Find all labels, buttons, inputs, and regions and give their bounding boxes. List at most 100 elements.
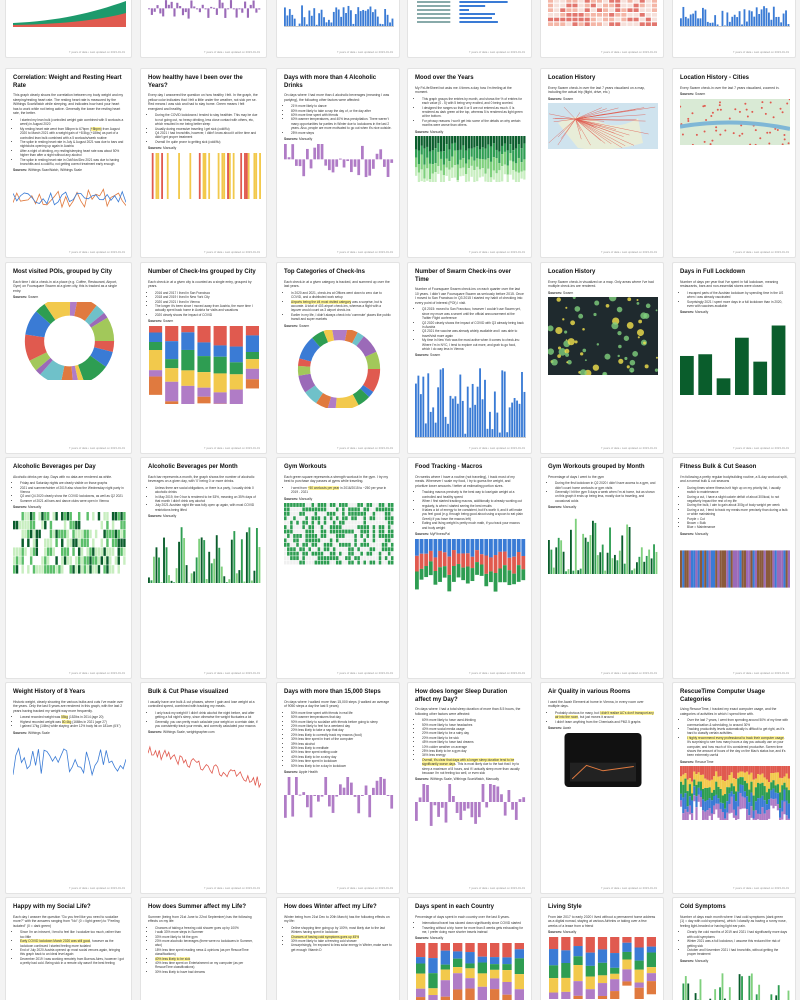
- card-sources: Sources: Manually: [148, 146, 259, 151]
- card-title: How does Winter affect my Life?: [284, 904, 377, 910]
- card-sources: Sources: Swarm: [548, 97, 656, 102]
- card-description: Every Swarm check-in over the last 7 yea…: [680, 85, 780, 90]
- sources-label: Sources:: [548, 930, 563, 935]
- card-bullet: 40% less likely to be a rainy day: [291, 755, 392, 759]
- card-bullet: Tracking macros precisely is the best wa…: [422, 490, 524, 499]
- card-footer: 7 years of data • Last updated on 2023-0…: [468, 250, 525, 254]
- highlight: ~50 workouts per year: [307, 485, 340, 490]
- card-description: I'm following a pretty regular bodybuild…: [680, 474, 788, 484]
- card-sources: Sources: Manually: [548, 505, 656, 510]
- card-sources: Sources: Swarm: [148, 319, 259, 324]
- card-sources: Sources: Manually: [680, 959, 788, 964]
- dashboard-card: Fitness Bulk & Cut Season I'm following a…: [672, 457, 796, 679]
- card-footer: 7 years of data • Last updated on 2023-0…: [336, 886, 393, 890]
- card-bullet: The spike in resting heart rate in July …: [20, 140, 124, 149]
- card-bullet: It takes a lot of energy to be consisten…: [422, 508, 524, 521]
- card-bullet: Q2 2020 clearly shows the impact of COVI…: [422, 321, 524, 330]
- card-footer: 7 years of data • Last updated on 2023-0…: [468, 886, 525, 890]
- card-description: Each check-in at a given city is counted…: [148, 279, 252, 289]
- card-footer: 7 years of data • Last updated on 2023-0…: [68, 50, 125, 54]
- card-bullet: 60% less time spent writing code: [291, 750, 392, 754]
- dashboard-card: RescueTime Computer Usage Categories Usin…: [672, 682, 796, 894]
- card-title: Alcoholic Beverages per Month: [148, 464, 238, 470]
- dashboard-card: 7 years of data • Last updated on 2023-0…: [276, 0, 400, 58]
- card-bullet: International travel has slowed down sig…: [422, 921, 524, 925]
- sources-value: Manually: [430, 936, 444, 941]
- card-visualization: [548, 103, 658, 150]
- dashboard-card: 7 years of data • Last updated on 2023-0…: [672, 0, 796, 58]
- card-bullet: Chances of having cold symptoms goes up …: [291, 934, 392, 939]
- card-footer: 7 years of data • Last updated on 2023-0…: [68, 671, 125, 675]
- card-bullet: Q3 2015: moved to San Francisco, however…: [422, 307, 524, 320]
- card-bullet-list: This graph groups the entries by month, …: [415, 97, 524, 128]
- card-sources: Sources: Manually: [284, 497, 392, 502]
- card-bullet: 45% more likely to have bad dreams: [422, 740, 524, 744]
- card-title: Location History: [548, 75, 596, 81]
- card-title: Number of Check-Ins grouped by City: [148, 269, 256, 275]
- card-bullet: During a cut, I have a slight calorie de…: [687, 495, 788, 504]
- card-footer: 7 years of data • Last updated on 2023-0…: [336, 250, 393, 254]
- card-bullet: 20% more likely to be a rainy day: [422, 731, 524, 735]
- card-title: Cold Symptoms: [680, 904, 726, 910]
- card-bullet: 30% less time spent in front of the comp…: [291, 737, 392, 741]
- card-bullet-list: Probably obvious for many, but I didn't …: [548, 710, 656, 724]
- card-bullet: 80% more likely to take a nap the day of…: [291, 109, 392, 113]
- card-sources: Sources: Manually: [13, 505, 124, 510]
- card-bullet: The longer it's been since I moved away …: [155, 304, 259, 313]
- dashboard-card: Bulk & Cut Phase visualized I usually hav…: [140, 682, 267, 894]
- card-footer: 7 years of data • Last updated on 2023-0…: [203, 250, 260, 254]
- card-footer: 7 years of data • Last updated on 2023-0…: [732, 446, 789, 450]
- card-bullet-list: During the COVID lockdowns I tended to s…: [148, 113, 259, 144]
- card-bullet: I went from ~50 workouts per year in 201…: [291, 485, 392, 495]
- card-visualization: [284, 0, 394, 28]
- card-description: Historic weight, clearly showing the var…: [13, 699, 124, 713]
- card-bullet: For privacy reasons I won't get into som…: [422, 119, 524, 128]
- sources-value: Withings Scale: [28, 730, 50, 735]
- card-footer: 7 years of data • Last updated on 2023-0…: [468, 50, 525, 54]
- sources-value: Manually: [299, 137, 313, 142]
- highlight: Overall, it's clear that days with a lon…: [422, 757, 515, 767]
- card-title: Food Tracking - Macros: [415, 464, 483, 470]
- dashboard-card: Cold Symptoms Number of days each month w…: [672, 897, 796, 1000]
- card-bullet: 34% less energy: [422, 753, 524, 757]
- sources-label: Sources:: [548, 505, 563, 510]
- card-bullet: December 2019 I was working remotely fro…: [20, 957, 124, 966]
- card-bullet: 30% less time spent in lockdown: [291, 759, 392, 763]
- card-bullet: My resting heart rate went from 58bpm to…: [20, 126, 124, 140]
- card-description: My FxLifeSheet bot asks me 4 times a day…: [415, 85, 512, 95]
- card-visualization: [415, 538, 526, 601]
- dashboard-card: Days spent in each Country Percentage of …: [407, 897, 532, 1000]
- card-bullet: Online shopping time going up by 100%, m…: [291, 926, 392, 935]
- card-bullet-list: Q3 2015: moved to San Francisco, however…: [415, 307, 524, 351]
- card-bullet: 50% more likely to have headaches: [422, 723, 524, 727]
- card-bullet: 20% less likely to take a nap that day: [291, 728, 392, 732]
- dashboard-card: How does Summer affect my Life? Summer (b…: [140, 897, 267, 1000]
- card-title: Weight History of 8 Years: [13, 689, 86, 695]
- card-description: Summer (being from 21st June to 22nd Sep…: [148, 914, 252, 924]
- sources-label: Sources:: [284, 769, 299, 774]
- card-visualization: [284, 771, 394, 831]
- card-bullet: My time in New York was the most active …: [422, 338, 524, 351]
- sources-value: Swarm: [430, 353, 441, 358]
- card-description: Number of days per year that I've spent …: [680, 279, 779, 289]
- card-bullet: I escaped parts of the Austrian lockdown…: [687, 291, 788, 300]
- card-description: Every Swarm check-in visualized on a map…: [548, 279, 654, 289]
- sources-value: Manually: [563, 505, 577, 510]
- card-bullet: In 2020 and 2021, check-ins at Offices w…: [291, 291, 392, 300]
- sources-value: Manually: [28, 505, 42, 510]
- card-bullet-list: I only track my weight if I didn't drink…: [148, 711, 259, 729]
- card-bullet: After a night of drinking, my resting/sl…: [20, 149, 124, 158]
- card-bullet: I highly recommend every professional to…: [687, 735, 788, 758]
- card-visualization: [12, 175, 127, 221]
- dashboard-card: 7 years of data • Last updated on 2023-0…: [5, 0, 132, 58]
- card-bullet-list: I started my lean bulk (controlled weigh…: [13, 118, 124, 166]
- sources-value: Swarm: [563, 290, 574, 295]
- card-description: On days where I had a total sleep durati…: [415, 707, 521, 716]
- sources-value: RescueTime: [695, 759, 714, 764]
- dashboard-card: Number of Check-Ins grouped by City Each …: [140, 262, 267, 454]
- dashboard-card: Alcoholic Beverages per Month Each bar re…: [140, 457, 267, 679]
- card-visualization: [148, 0, 261, 27]
- card-bullet: Overall, it's clear that days with a lon…: [422, 757, 524, 776]
- card-footer: 7 years of data • Last updated on 2023-0…: [468, 446, 525, 450]
- highlight: I didn't realize AC's don't transport an…: [555, 710, 654, 720]
